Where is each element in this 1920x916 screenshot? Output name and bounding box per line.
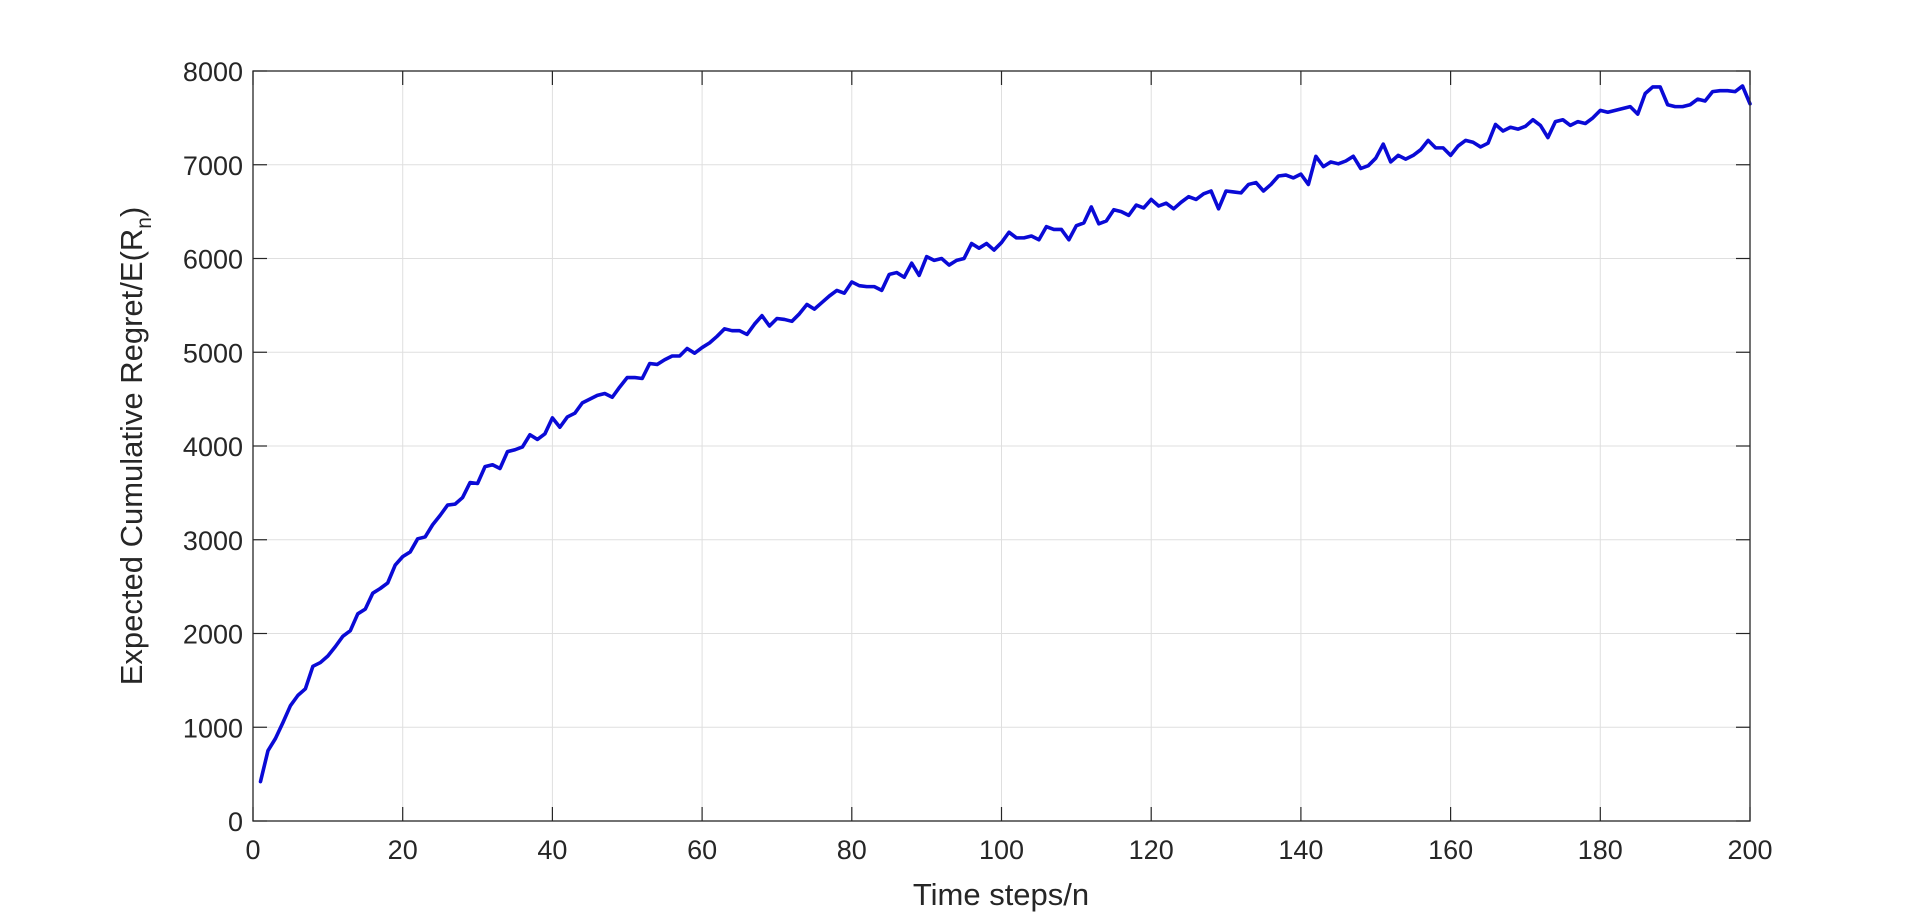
x-tick-label: 80 [837, 835, 867, 865]
x-tick-label: 0 [245, 835, 260, 865]
y-tick-label: 0 [228, 807, 243, 837]
y-tick-labels: 0 1000 2000 3000 4000 5000 6000 7000 8000 [183, 57, 243, 837]
axes-box [252, 70, 1751, 822]
y-tick-label: 4000 [183, 432, 243, 462]
x-tick-labels: 0 20 40 60 80 100 120 140 160 180 200 [245, 835, 1772, 865]
x-tick-label: 60 [687, 835, 717, 865]
y-tick-label: 1000 [183, 713, 243, 743]
axes-frame [252, 70, 1751, 822]
series-layer [258, 84, 1752, 784]
x-tick-label: 100 [979, 835, 1024, 865]
x-tick-label: 120 [1129, 835, 1174, 865]
y-tick-label: 6000 [183, 245, 243, 275]
x-tick-label: 140 [1278, 835, 1323, 865]
series-line [258, 84, 1752, 784]
x-tick-label: 200 [1727, 835, 1772, 865]
x-tick-label: 20 [388, 835, 418, 865]
y-tick-label: 3000 [183, 526, 243, 556]
x-axis-title: Time steps/n [913, 877, 1089, 912]
x-tick-label: 160 [1428, 835, 1473, 865]
y-axis-title-main: Expected Cumulative Regret/E(R [114, 229, 149, 686]
y-axis-title: Expected Cumulative Regret/E(Rn) [114, 207, 156, 686]
y-tick-label: 8000 [183, 57, 243, 87]
y-tick-label: 7000 [183, 151, 243, 181]
y-tick-label: 2000 [183, 620, 243, 650]
y-axis-title-close: ) [114, 207, 149, 217]
x-tick-label: 40 [537, 835, 567, 865]
x-tick-label: 180 [1578, 835, 1623, 865]
y-tick-label: 5000 [183, 338, 243, 368]
y-axis-title-subscript: n [133, 217, 156, 229]
